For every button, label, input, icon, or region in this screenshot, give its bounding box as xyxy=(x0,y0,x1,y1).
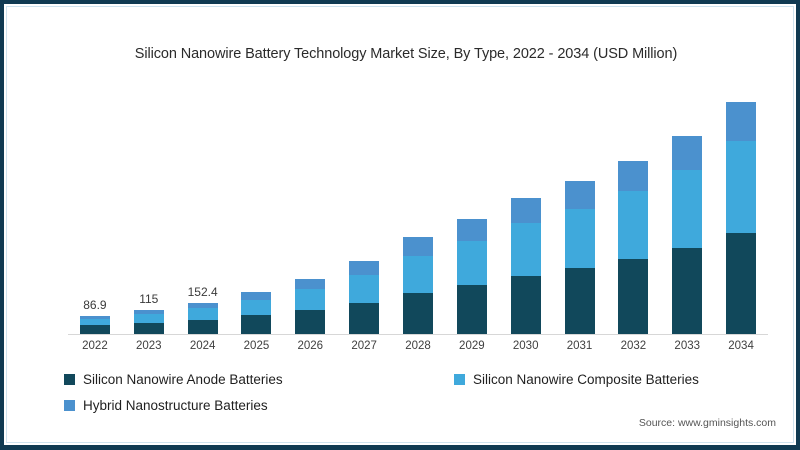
bar-segment-hybrid xyxy=(618,160,649,191)
bar-group[interactable] xyxy=(564,181,595,334)
bar-value-label: 115 xyxy=(139,292,159,307)
bar-segment-anode xyxy=(726,232,757,334)
bar-segment-anode xyxy=(349,302,380,334)
bar-segment-hybrid xyxy=(672,136,703,170)
legend-swatch-composite xyxy=(454,374,465,385)
bar-group[interactable] xyxy=(510,197,541,334)
legend-item-hybrid[interactable]: Hybrid Nanostructure Batteries xyxy=(64,398,268,413)
plot-area: 86.9 115 152.4 xyxy=(68,101,768,335)
bar-segment-anode xyxy=(618,258,649,334)
legend-swatch-anode xyxy=(64,374,75,385)
x-axis-tick-label: 2025 xyxy=(243,340,270,352)
bar-segment-composite xyxy=(349,275,380,303)
x-axis-tick-label: 2028 xyxy=(405,340,431,352)
source-attribution: Source: www.gminsights.com xyxy=(638,417,776,429)
chart-canvas: Silicon Nanowire Battery Technology Mark… xyxy=(4,4,796,445)
bar-segment-composite xyxy=(618,190,649,259)
x-axis-tick-label: 2030 xyxy=(512,340,539,352)
legend-label-hybrid: Hybrid Nanostructure Batteries xyxy=(83,398,268,413)
legend-label-composite: Silicon Nanowire Composite Batteries xyxy=(473,372,699,387)
bar-segment-hybrid xyxy=(295,278,326,290)
bar-group[interactable]: 152.4 xyxy=(187,285,218,334)
bar-group[interactable] xyxy=(456,218,487,334)
bar-segment-anode xyxy=(133,322,164,334)
bar-group[interactable] xyxy=(618,160,649,334)
bar-segment-composite xyxy=(187,308,218,320)
x-axis-tick-label: 2024 xyxy=(189,340,216,352)
bar-segment-hybrid xyxy=(79,316,110,319)
bar-segment-hybrid xyxy=(241,292,272,301)
x-axis-tick-label: 2034 xyxy=(728,340,754,352)
x-axis-tick-label: 2032 xyxy=(620,340,647,352)
bar-group[interactable] xyxy=(672,136,703,334)
bar-segment-anode xyxy=(672,247,703,334)
legend-label-anode: Silicon Nanowire Anode Batteries xyxy=(83,372,283,387)
x-axis-tick-label: 2026 xyxy=(297,340,324,352)
bar-group[interactable] xyxy=(295,278,326,334)
bar-segment-anode xyxy=(510,276,541,334)
legend-item-anode[interactable]: Silicon Nanowire Anode Batteries xyxy=(64,372,283,387)
x-axis-tick-label: 2029 xyxy=(459,340,485,352)
bar-segment-anode xyxy=(79,325,110,334)
chart-legend: Silicon Nanowire Anode Batteries Silicon… xyxy=(64,372,764,424)
bar-segment-anode xyxy=(187,319,218,334)
bar-segment-anode xyxy=(403,293,433,334)
bar-segment-hybrid xyxy=(564,181,595,209)
bar-segment-composite xyxy=(672,169,703,248)
bar-segment-hybrid xyxy=(133,310,164,315)
bar-group[interactable]: 86.9 xyxy=(79,298,110,334)
bar-segment-composite xyxy=(241,300,272,316)
bar-segment-anode xyxy=(564,268,595,334)
legend-swatch-hybrid xyxy=(64,400,75,411)
bar-group[interactable]: 115 xyxy=(133,292,164,334)
x-axis-tick-label: 2033 xyxy=(674,340,701,352)
bar-group[interactable] xyxy=(349,260,380,334)
bar-segment-hybrid xyxy=(187,302,218,309)
x-axis-tick-label: 2027 xyxy=(351,340,377,352)
bar-segment-hybrid xyxy=(726,102,757,142)
bar-segment-composite xyxy=(564,208,595,269)
bar-segment-anode xyxy=(456,284,487,334)
x-axis-tick-label: 2023 xyxy=(135,340,162,352)
bar-group[interactable] xyxy=(241,292,272,334)
bar-segment-hybrid xyxy=(456,218,487,241)
bar-segment-anode xyxy=(241,315,272,334)
bar-segment-hybrid xyxy=(403,237,433,257)
bar-segment-composite xyxy=(79,318,110,326)
bar-segment-composite xyxy=(456,240,487,285)
bar-group[interactable] xyxy=(403,237,433,334)
x-axis-ticks: 2022 2023 2024 2025 2026 2027 2028 2029 2030 2031… xyxy=(68,340,768,358)
legend-row-2: Hybrid Nanostructure Batteries xyxy=(64,398,764,424)
bar-group[interactable] xyxy=(726,102,757,334)
bar-segment-hybrid xyxy=(510,197,541,224)
bar-segment-composite xyxy=(510,223,541,277)
bar-segment-hybrid xyxy=(349,260,380,276)
x-axis-tick-label: 2022 xyxy=(82,340,108,352)
bar-segment-composite xyxy=(133,314,164,323)
page-title: Silicon Nanowire Battery Technology Mark… xyxy=(134,46,678,62)
legend-row-1: Silicon Nanowire Anode Batteries Silicon… xyxy=(64,372,764,398)
bar-value-label: 152.4 xyxy=(187,284,218,299)
bar-segment-composite xyxy=(726,141,757,233)
bar-segment-anode xyxy=(295,309,326,334)
axis-baseline xyxy=(68,334,768,335)
bar-segment-composite xyxy=(295,289,326,310)
x-axis-tick-label: 2031 xyxy=(566,340,593,352)
bar-segment-composite xyxy=(403,256,433,294)
legend-item-composite[interactable]: Silicon Nanowire Composite Batteries xyxy=(454,372,699,387)
bar-value-label: 86.9 xyxy=(83,298,107,313)
